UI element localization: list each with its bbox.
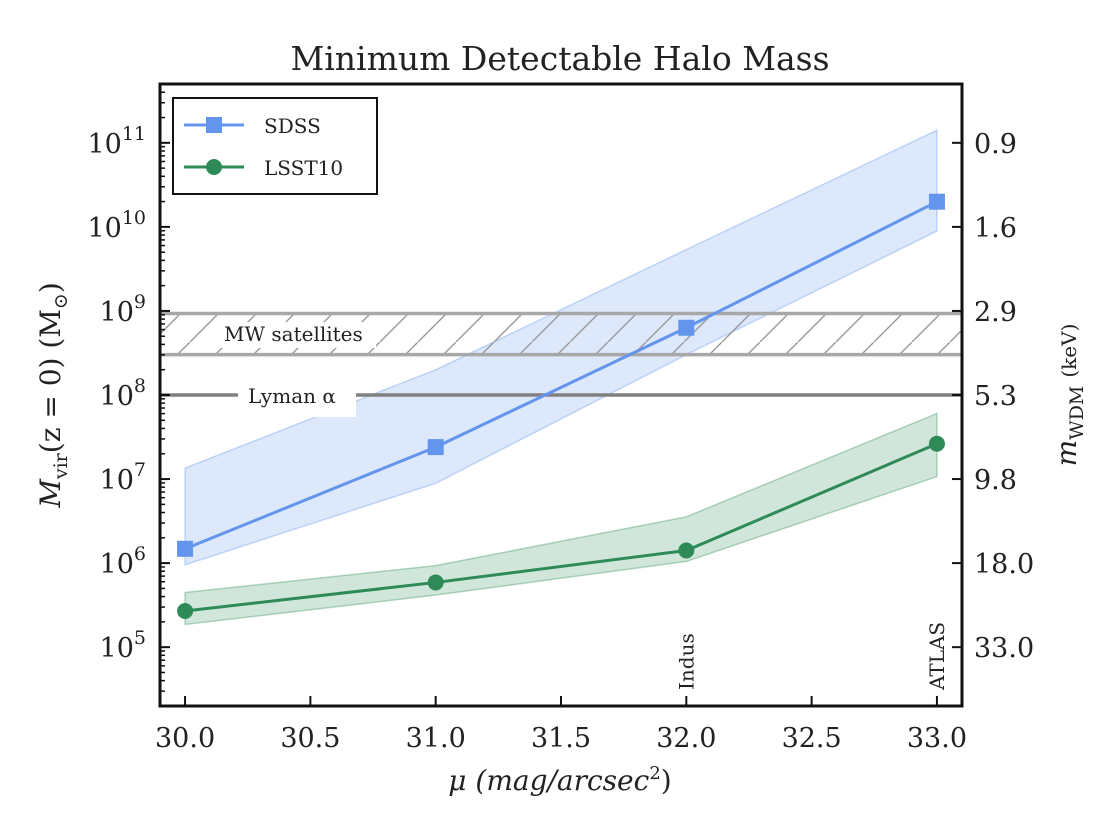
legend-box — [172, 97, 378, 195]
y-axis-label: Mvir(z = 0) (M⊙) — [34, 282, 72, 509]
x-tick-label: 31.0 — [406, 723, 466, 754]
point-lsst10 — [928, 435, 945, 452]
y-tick-label: 105 — [100, 627, 146, 664]
legend-marker-sdss — [206, 117, 222, 133]
lyman-alpha-label-bg — [238, 379, 356, 417]
legend: SDSS LSST10 — [172, 97, 378, 195]
point-lsst10 — [427, 574, 444, 591]
mw-satellites-label: MW satellites — [224, 322, 363, 346]
legend-label-lsst10: LSST10 — [264, 156, 343, 180]
x-tick-label: 32.0 — [656, 723, 716, 754]
annotation-atlas: ATLAS — [925, 622, 949, 691]
y-tick-label: 1011 — [87, 123, 146, 160]
y2-tick-label: 0.9 — [974, 129, 1017, 160]
y-tick-label: 1010 — [87, 207, 146, 244]
point-sdss — [177, 540, 194, 557]
line-sdss — [184, 200, 938, 551]
chart-title: Minimum Detectable Halo Mass — [290, 39, 829, 78]
x-axis-label: μ (mag/arcsec2) — [448, 763, 671, 797]
x-tick-label: 30.0 — [155, 723, 215, 754]
point-sdss — [427, 439, 444, 456]
y-tick-label: 106 — [100, 543, 146, 580]
y2-tick-label: 2.9 — [974, 297, 1017, 328]
lyman-alpha-label: Lyman α — [248, 384, 336, 408]
x-tick-label: 33.0 — [907, 723, 967, 754]
line-lsst10 — [184, 442, 938, 613]
mw-satellites-label-bg — [218, 322, 376, 349]
point-sdss — [678, 319, 695, 336]
legend-marker-lsst10 — [206, 159, 222, 175]
y2-axis-label: mWDM(keV) — [1050, 324, 1088, 467]
y-tick-label: 109 — [100, 291, 146, 328]
annotation-indus: Indus — [674, 633, 698, 690]
point-lsst10 — [177, 603, 194, 620]
point-lsst10 — [678, 542, 695, 559]
x-tick-label: 30.5 — [280, 723, 340, 754]
x-tick-label: 31.5 — [531, 723, 591, 754]
y2-tick-label: 18.0 — [974, 549, 1034, 580]
y2-tick-label: 9.8 — [974, 465, 1017, 496]
legend-label-sdss: SDSS — [264, 114, 321, 138]
point-sdss — [928, 193, 945, 210]
y2-tick-label: 5.3 — [974, 381, 1017, 412]
y-tick-label: 107 — [100, 459, 146, 496]
y2-tick-label: 1.6 — [974, 213, 1017, 244]
x-tick-label: 32.5 — [782, 723, 842, 754]
y2-tick-label: 33.0 — [974, 633, 1034, 664]
y-tick-label: 108 — [100, 375, 146, 412]
